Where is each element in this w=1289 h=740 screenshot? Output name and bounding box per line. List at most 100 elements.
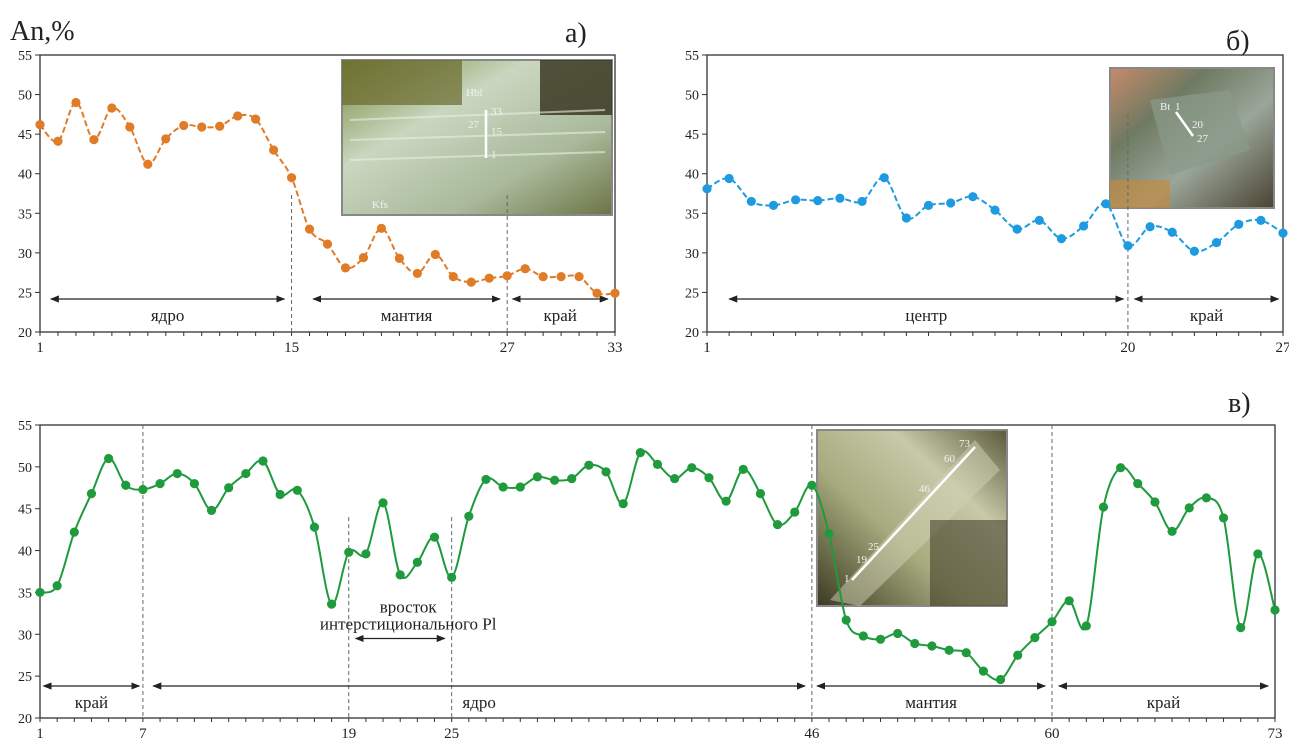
data-point [841,615,851,625]
data-point [172,468,182,479]
inset-c-label: 19 [856,554,868,566]
data-point [791,195,801,205]
y-tick-label: 20 [18,712,32,727]
x-tick-label: 20 [1120,340,1135,356]
data-point [412,557,422,567]
data-point [1256,215,1266,226]
inset-c-label: 1 [844,573,850,585]
data-point [618,499,628,509]
y-tick-label: 30 [18,628,32,643]
data-point [224,483,234,493]
data-point [1056,234,1067,244]
data-point [556,272,566,282]
inset-b-label: Bt [1160,101,1170,113]
data-point [1034,215,1044,226]
data-point [340,263,351,273]
data-point [584,460,594,470]
data-point [968,192,978,202]
y-tick-label: 50 [18,89,32,104]
data-point [189,479,199,489]
data-point [567,473,577,484]
y-tick-label: 55 [18,49,32,64]
data-point [378,498,388,508]
data-point [1236,622,1246,633]
y-tick-label: 50 [685,89,699,104]
inset-b-label: 1 [1175,101,1181,113]
inset-a-label: 1 [491,149,497,161]
inset-c-profile-line [851,446,976,581]
zone-label: край [1147,693,1180,712]
y-tick-label: 20 [685,326,699,341]
data-point [376,223,387,233]
data-point [138,484,148,495]
data-point [448,272,458,282]
data-point [1012,224,1022,234]
inset-photo-a: Hbl 33 27 15 1 Kfs [341,59,613,216]
data-point [670,473,680,484]
data-point [104,453,114,464]
data-point [927,641,937,651]
data-point [86,489,97,499]
data-point [121,480,131,490]
x-tick-label: 19 [341,726,356,740]
data-point [746,196,756,207]
y-tick-label: 40 [685,168,699,183]
data-point [721,496,731,506]
data-point [35,120,45,130]
data-point [592,288,602,298]
data-point [724,173,734,184]
data-point [1218,513,1229,523]
data-point [429,532,440,542]
data-point [161,134,171,144]
data-point [241,468,251,479]
data-point [286,173,297,183]
data-point [652,459,663,469]
data-point [466,277,476,287]
inset-a-label: 27 [468,119,480,131]
data-point [309,522,320,532]
inset-b-label: 20 [1192,119,1204,131]
inset-photo-c: 1 19 25 46 60 73 [816,429,1008,607]
data-point [1253,549,1263,559]
zone-label: мантия [905,693,957,712]
zone-label: ядро [151,306,184,325]
data-point [520,264,530,274]
data-point [430,249,440,260]
data-point [574,272,584,282]
data-point [206,505,217,515]
y-tick-label: 55 [18,419,32,434]
y-tick-label: 45 [18,503,32,518]
data-point [515,482,525,492]
data-point [772,520,783,530]
data-point [107,103,117,113]
data-point [923,200,934,210]
data-point [961,648,971,658]
chart-panel-a: 20 25 30 35 40 45 50 55 1 15 27 33 ядро мантия край [18,49,623,356]
zone-label: мантия [381,306,433,325]
data-point [258,456,268,466]
data-point [292,485,302,495]
data-point [52,581,62,591]
data-point [1270,605,1280,615]
x-tick-label: 27 [1276,340,1289,356]
data-point [1079,221,1089,231]
x-tick-label: 15 [284,340,299,356]
plot-frame [39,424,1276,719]
data-point [875,634,886,644]
data-point [768,200,779,210]
y-tick-label: 45 [18,128,32,143]
data-point [71,97,81,108]
data-point [601,467,611,477]
data-point [326,599,337,609]
inset-b-label: 27 [1197,133,1209,145]
data-point [901,213,911,223]
data-point [610,288,620,298]
data-point [53,136,63,146]
y-tick-label: 25 [685,286,699,301]
data-point [1013,650,1023,660]
inset-c-label: 46 [919,483,931,495]
data-point [978,666,989,676]
data-point [687,463,697,473]
